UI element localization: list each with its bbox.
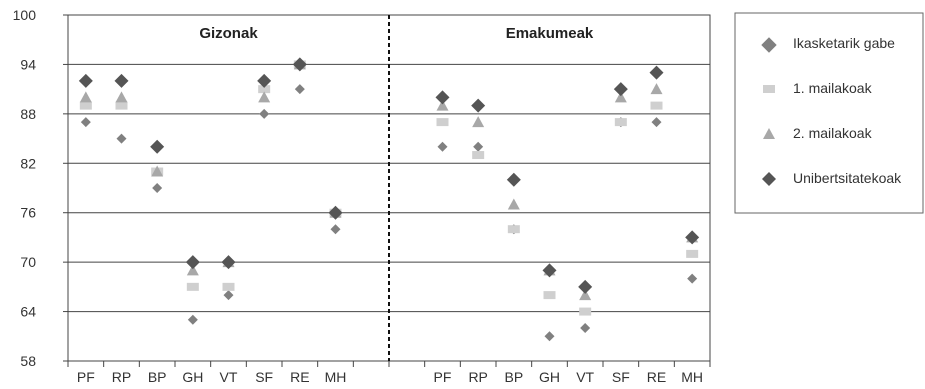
panel-title-emakumeak: Emakumeak bbox=[506, 25, 594, 42]
data-point bbox=[472, 116, 485, 128]
legend-label-1-mailakoak: 1. mailakoak bbox=[793, 80, 873, 96]
data-point bbox=[435, 90, 450, 105]
legend-label-2-mailakoak: 2. mailakoak bbox=[793, 125, 873, 141]
data-point bbox=[186, 282, 199, 291]
legend-marker bbox=[761, 37, 777, 53]
legend-marker bbox=[763, 85, 775, 93]
data-point bbox=[258, 85, 271, 94]
data-point bbox=[686, 249, 699, 258]
y-tick-label: 100 bbox=[13, 7, 37, 23]
data-point bbox=[685, 230, 700, 245]
data-point bbox=[258, 91, 271, 103]
data-point bbox=[221, 255, 236, 270]
data-point bbox=[257, 73, 272, 88]
data-point bbox=[614, 91, 627, 103]
data-point bbox=[259, 108, 270, 119]
data-point bbox=[152, 183, 163, 193]
legend: Ikasketarik gabe 1. mailakoak 2. mailako… bbox=[734, 12, 924, 214]
data-point bbox=[543, 291, 556, 300]
axes: 58 64 70 76 82 88 94 100 PF RP BP GH VT SF RE MH PF RP BP G… bbox=[13, 7, 711, 385]
data-point bbox=[328, 205, 343, 220]
data-point bbox=[544, 331, 555, 342]
x-tick-label: BP bbox=[504, 369, 523, 385]
x-tick-label: GH bbox=[182, 369, 203, 385]
x-tick-label: SF bbox=[255, 369, 273, 385]
data-point bbox=[151, 165, 164, 177]
data-point bbox=[187, 314, 198, 325]
data-point bbox=[649, 65, 664, 80]
data-point bbox=[506, 172, 521, 187]
legend-label-unibertsitatekoak: Unibertsitatekoak bbox=[793, 170, 902, 186]
x-tick-label: MH bbox=[325, 369, 347, 385]
data-point bbox=[687, 273, 698, 284]
data-point bbox=[79, 91, 92, 103]
data-point bbox=[292, 57, 307, 72]
data-point bbox=[186, 264, 199, 276]
x-tick-label: PF bbox=[434, 369, 452, 385]
data-point bbox=[330, 224, 341, 235]
data-point bbox=[614, 118, 627, 127]
data-point bbox=[116, 133, 127, 144]
data-point bbox=[222, 282, 235, 291]
data-point bbox=[80, 117, 91, 128]
data-point bbox=[579, 289, 592, 301]
legend-label-ikasketarik-gabe: Ikasketarik gabe bbox=[793, 35, 895, 51]
panel-title-gizonak: Gizonak bbox=[199, 25, 258, 42]
data-point bbox=[507, 198, 520, 210]
x-tick-label: BP bbox=[148, 369, 167, 385]
data-point bbox=[650, 83, 663, 95]
x-tick-label: RP bbox=[468, 369, 487, 385]
x-tick-label: MH bbox=[681, 369, 703, 385]
data-point bbox=[471, 98, 486, 113]
x-tick-label: SF bbox=[612, 369, 630, 385]
y-tick-label: 70 bbox=[20, 254, 36, 270]
data-point bbox=[185, 255, 200, 270]
y-tick-label: 94 bbox=[20, 56, 36, 72]
data-point bbox=[436, 99, 449, 111]
data-point bbox=[579, 307, 592, 316]
x-tick-label: RE bbox=[647, 369, 666, 385]
data-point bbox=[114, 73, 129, 88]
data-point bbox=[436, 118, 449, 127]
panel-titles: Gizonak Emakumeak bbox=[199, 25, 594, 42]
x-tick-label: RP bbox=[112, 369, 131, 385]
legend-marker bbox=[763, 128, 775, 139]
data-point bbox=[437, 141, 448, 152]
data-point bbox=[613, 82, 628, 97]
y-tick-label: 58 bbox=[20, 353, 36, 369]
data-point bbox=[294, 84, 305, 95]
y-tick-label: 76 bbox=[20, 205, 36, 221]
data-point bbox=[115, 101, 128, 110]
data-point bbox=[651, 117, 662, 128]
data-point bbox=[542, 263, 557, 278]
data-point bbox=[578, 279, 593, 294]
data-points bbox=[78, 57, 700, 342]
data-point bbox=[79, 101, 92, 110]
data-point bbox=[472, 151, 485, 160]
data-point bbox=[507, 225, 520, 234]
x-tick-label: VT bbox=[220, 369, 238, 385]
data-point bbox=[473, 141, 484, 152]
data-point bbox=[223, 290, 234, 301]
x-tick-label: VT bbox=[576, 369, 594, 385]
y-tick-label: 82 bbox=[20, 155, 36, 171]
data-point bbox=[115, 91, 128, 103]
legend-marker bbox=[762, 172, 776, 186]
x-tick-label: RE bbox=[290, 369, 309, 385]
data-point bbox=[150, 139, 165, 154]
x-tick-label: GH bbox=[539, 369, 560, 385]
x-tick-label: PF bbox=[77, 369, 95, 385]
y-tick-label: 88 bbox=[20, 106, 36, 122]
data-point bbox=[580, 323, 591, 334]
y-tick-label: 64 bbox=[20, 304, 36, 320]
data-point bbox=[650, 101, 663, 110]
data-point bbox=[78, 73, 93, 88]
